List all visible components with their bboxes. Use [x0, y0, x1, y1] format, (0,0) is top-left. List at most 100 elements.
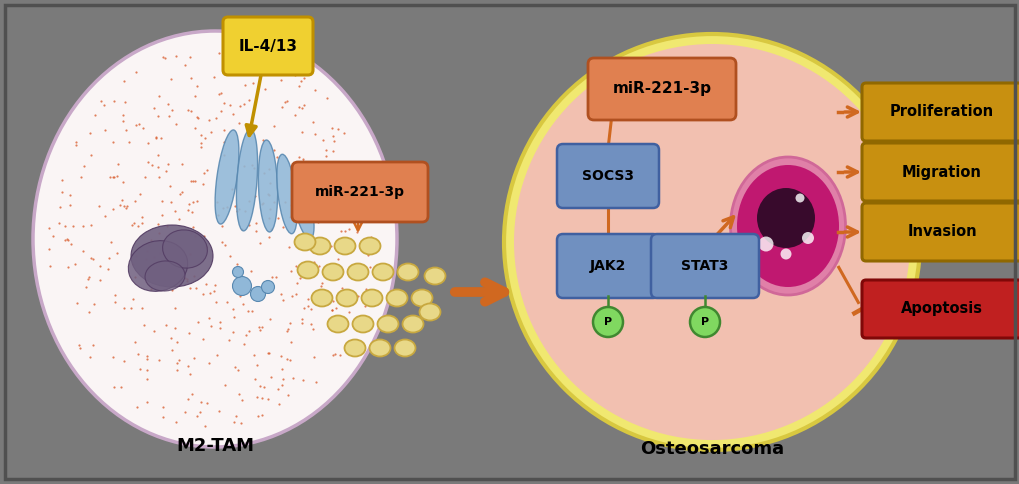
Point [157, 167, 173, 175]
Point [262, 315, 278, 322]
Point [151, 356, 167, 364]
Point [281, 212, 298, 220]
Point [193, 139, 209, 147]
Point [151, 92, 167, 100]
Point [276, 198, 292, 206]
Ellipse shape [334, 238, 356, 255]
Point [273, 352, 289, 360]
Point [336, 227, 353, 235]
Point [165, 249, 181, 257]
Point [135, 219, 151, 227]
Point [141, 242, 157, 249]
Point [128, 403, 145, 411]
Point [199, 399, 215, 407]
Point [260, 348, 276, 356]
Point [271, 400, 287, 408]
Point [263, 273, 279, 281]
Point [326, 350, 342, 358]
Point [138, 255, 154, 263]
Point [287, 178, 304, 185]
Point [74, 247, 91, 255]
Point [116, 357, 132, 364]
Point [110, 160, 126, 168]
Point [201, 117, 217, 124]
Ellipse shape [145, 261, 184, 291]
Point [330, 255, 346, 262]
Point [130, 121, 147, 128]
Point [140, 139, 156, 147]
Point [131, 365, 148, 373]
Point [215, 62, 231, 70]
Point [189, 113, 205, 121]
Point [324, 209, 340, 217]
Point [257, 85, 273, 93]
Text: miR-221-3p: miR-221-3p [611, 81, 711, 96]
Point [164, 286, 180, 294]
Point [352, 189, 368, 197]
Text: P: P [700, 317, 708, 327]
Point [246, 351, 262, 359]
Point [165, 273, 181, 281]
Circle shape [251, 287, 265, 302]
Point [255, 136, 271, 144]
Point [216, 151, 232, 159]
Text: JAK2: JAK2 [589, 259, 626, 273]
Point [275, 223, 291, 230]
FancyBboxPatch shape [650, 234, 758, 298]
Point [328, 304, 344, 312]
Point [213, 89, 229, 96]
Point [367, 194, 383, 202]
Point [356, 264, 372, 272]
Point [340, 308, 357, 316]
Ellipse shape [361, 289, 382, 306]
Point [236, 207, 253, 215]
Point [294, 155, 311, 163]
Point [304, 248, 320, 256]
Point [160, 100, 176, 108]
Point [97, 126, 113, 134]
Point [41, 245, 57, 253]
Point [234, 301, 251, 308]
Point [254, 411, 270, 419]
Ellipse shape [298, 261, 318, 278]
FancyBboxPatch shape [291, 162, 428, 222]
Point [212, 324, 228, 332]
Point [261, 165, 277, 173]
Point [279, 327, 296, 335]
Point [71, 341, 88, 349]
Text: Apoptosis: Apoptosis [900, 302, 982, 317]
Point [331, 327, 347, 334]
Point [210, 49, 226, 57]
Point [116, 77, 132, 85]
Point [76, 162, 93, 170]
Point [286, 71, 303, 78]
Point [83, 254, 99, 262]
Point [305, 119, 321, 126]
Point [187, 92, 204, 100]
Point [211, 408, 227, 415]
Point [169, 360, 185, 367]
Ellipse shape [128, 241, 187, 291]
Point [151, 229, 167, 237]
Point [323, 306, 339, 314]
Point [331, 297, 347, 304]
Point [275, 376, 291, 383]
Point [159, 271, 175, 278]
Point [101, 254, 117, 261]
Point [296, 304, 312, 312]
Point [288, 262, 305, 270]
Point [179, 395, 196, 403]
FancyBboxPatch shape [587, 58, 736, 120]
Point [331, 350, 347, 358]
Point [162, 334, 178, 342]
Point [118, 202, 135, 210]
Point [162, 198, 178, 206]
Point [126, 197, 143, 205]
Point [124, 221, 141, 228]
Point [199, 166, 215, 173]
Point [82, 130, 98, 137]
Point [139, 247, 155, 255]
Point [162, 254, 178, 262]
Ellipse shape [359, 238, 380, 255]
Text: Invasion: Invasion [906, 225, 976, 240]
